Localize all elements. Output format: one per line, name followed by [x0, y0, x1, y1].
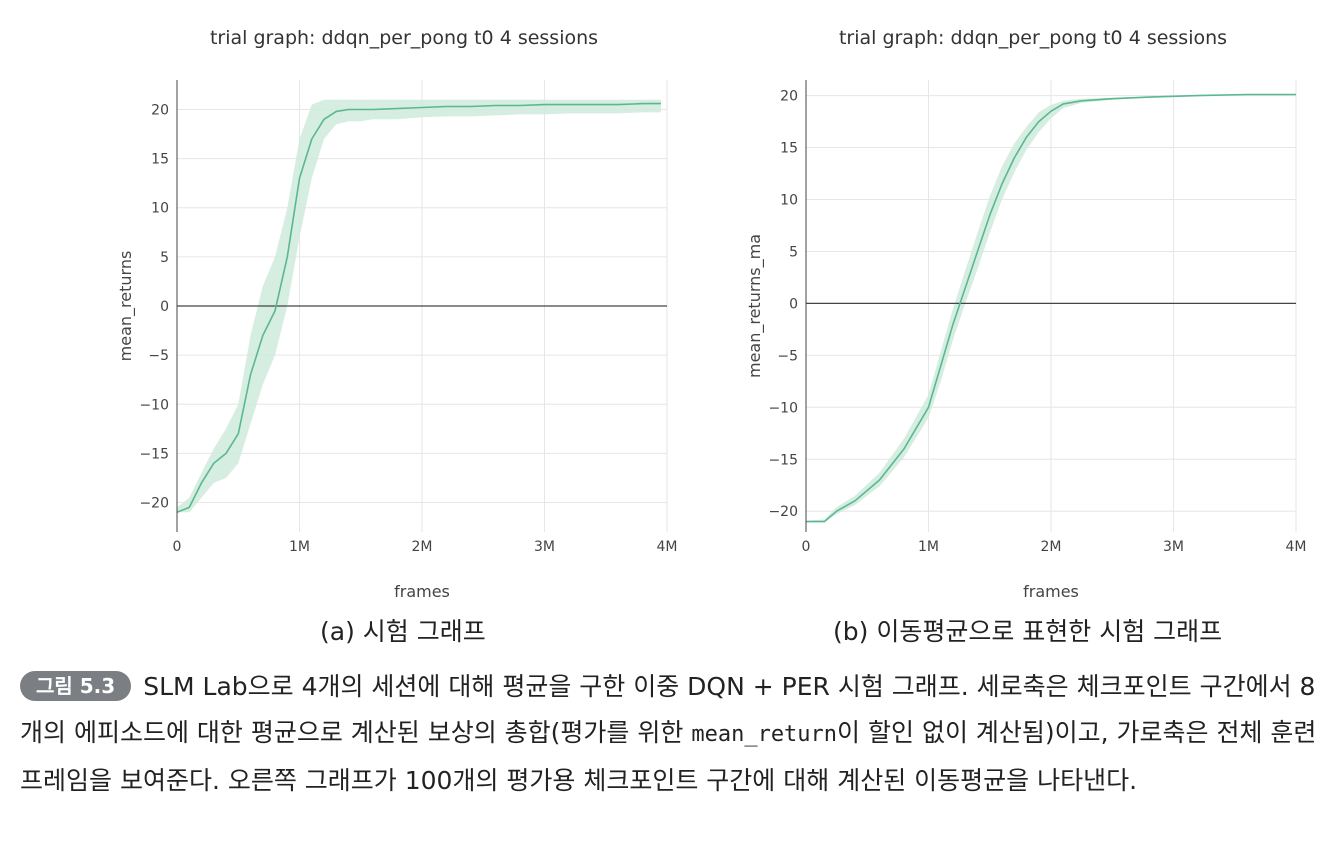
- chart1-y-tick-label: 5: [160, 250, 169, 266]
- chart1-title: trial graph: ddqn_per_pong t0 4 sessions: [210, 27, 598, 49]
- chart2-y-tick-label: 5: [789, 244, 798, 260]
- figure-caption-text-1: SLM Lab으로 4개의 세션에 대해 평균을 구한 이중 DQN + PER…: [20, 672, 1316, 747]
- chart2-x-tick-label: 4M: [1286, 539, 1307, 555]
- chart1-y-axis-title: mean_returns: [116, 251, 136, 362]
- figure-caption-text-2: 이 할인 없이 계산됨)이고, 가로축은 전체 훈련 프레임을 보여준다. 오른…: [20, 718, 1317, 795]
- chart1-series-line: [176, 102, 661, 514]
- chart2-title: trial graph: ddqn_per_pong t0 4 sessions: [839, 27, 1227, 49]
- subcaption-b: (b) 이동평균으로 표현한 시험 그래프: [833, 617, 1223, 646]
- figure-badge: 그림 5.3: [20, 671, 132, 701]
- chart1-y-tick-label: 20: [151, 102, 169, 118]
- chart1-x-tick-label: 0: [173, 539, 182, 555]
- chart1-x-tick-label: 1M: [289, 539, 310, 555]
- chart2-x-axis-title: frames: [1023, 582, 1079, 601]
- chart2-y-tick-label: −20: [768, 504, 798, 520]
- chart1-y-tick-label: −15: [139, 446, 169, 462]
- subcaption-a: (a) 시험 그래프: [320, 617, 486, 646]
- chart1-x-tick-label: 2M: [412, 539, 433, 555]
- chart2-x-tick-label: 1M: [918, 539, 939, 555]
- chart2-y-tick-label: 0: [789, 296, 798, 312]
- chart2-series-line: [806, 93, 1296, 523]
- chart1-x-axis-title: frames: [394, 582, 450, 601]
- chart1-y-tick-label: −5: [148, 348, 169, 364]
- chart2-y-tick-label: 10: [780, 192, 798, 208]
- chart2-confidence-band: [806, 94, 1296, 522]
- chart1-confidence-band: [177, 99, 661, 513]
- chart2-y-tick-label: 15: [780, 141, 798, 157]
- chart2-x-tick-label: 2M: [1041, 539, 1062, 555]
- trial-graphs: trial graph: ddqn_per_pong t0 4 sessions…: [116, 27, 1307, 601]
- chart2-x-tick-label: 3M: [1163, 539, 1184, 555]
- chart2-y-axis-title: mean_returns_ma: [745, 234, 765, 378]
- chart1-y-tick-label: 10: [151, 201, 169, 217]
- chart1-y-tick-label: −10: [139, 397, 169, 413]
- figure-caption: 그림 5.3 SLM Lab으로 4개의 세션에 대해 평균을 구한 이중 DQN…: [20, 664, 1325, 804]
- chart1-x-tick-label: 4M: [657, 539, 678, 555]
- chart1-y-tick-label: 15: [151, 152, 169, 168]
- chart2-y-tick-label: −10: [768, 400, 798, 416]
- figure-caption-code: mean_return: [691, 722, 838, 747]
- chart1-y-tick-label: −20: [139, 496, 169, 512]
- chart2-y-tick-label: 20: [780, 89, 798, 105]
- chart1-x-tick-label: 3M: [534, 539, 555, 555]
- chart2-x-tick-label: 0: [802, 539, 811, 555]
- chart1-y-tick-label: 0: [160, 299, 169, 315]
- chart2-y-tick-label: −15: [768, 452, 798, 468]
- chart2-y-tick-label: −5: [777, 348, 798, 364]
